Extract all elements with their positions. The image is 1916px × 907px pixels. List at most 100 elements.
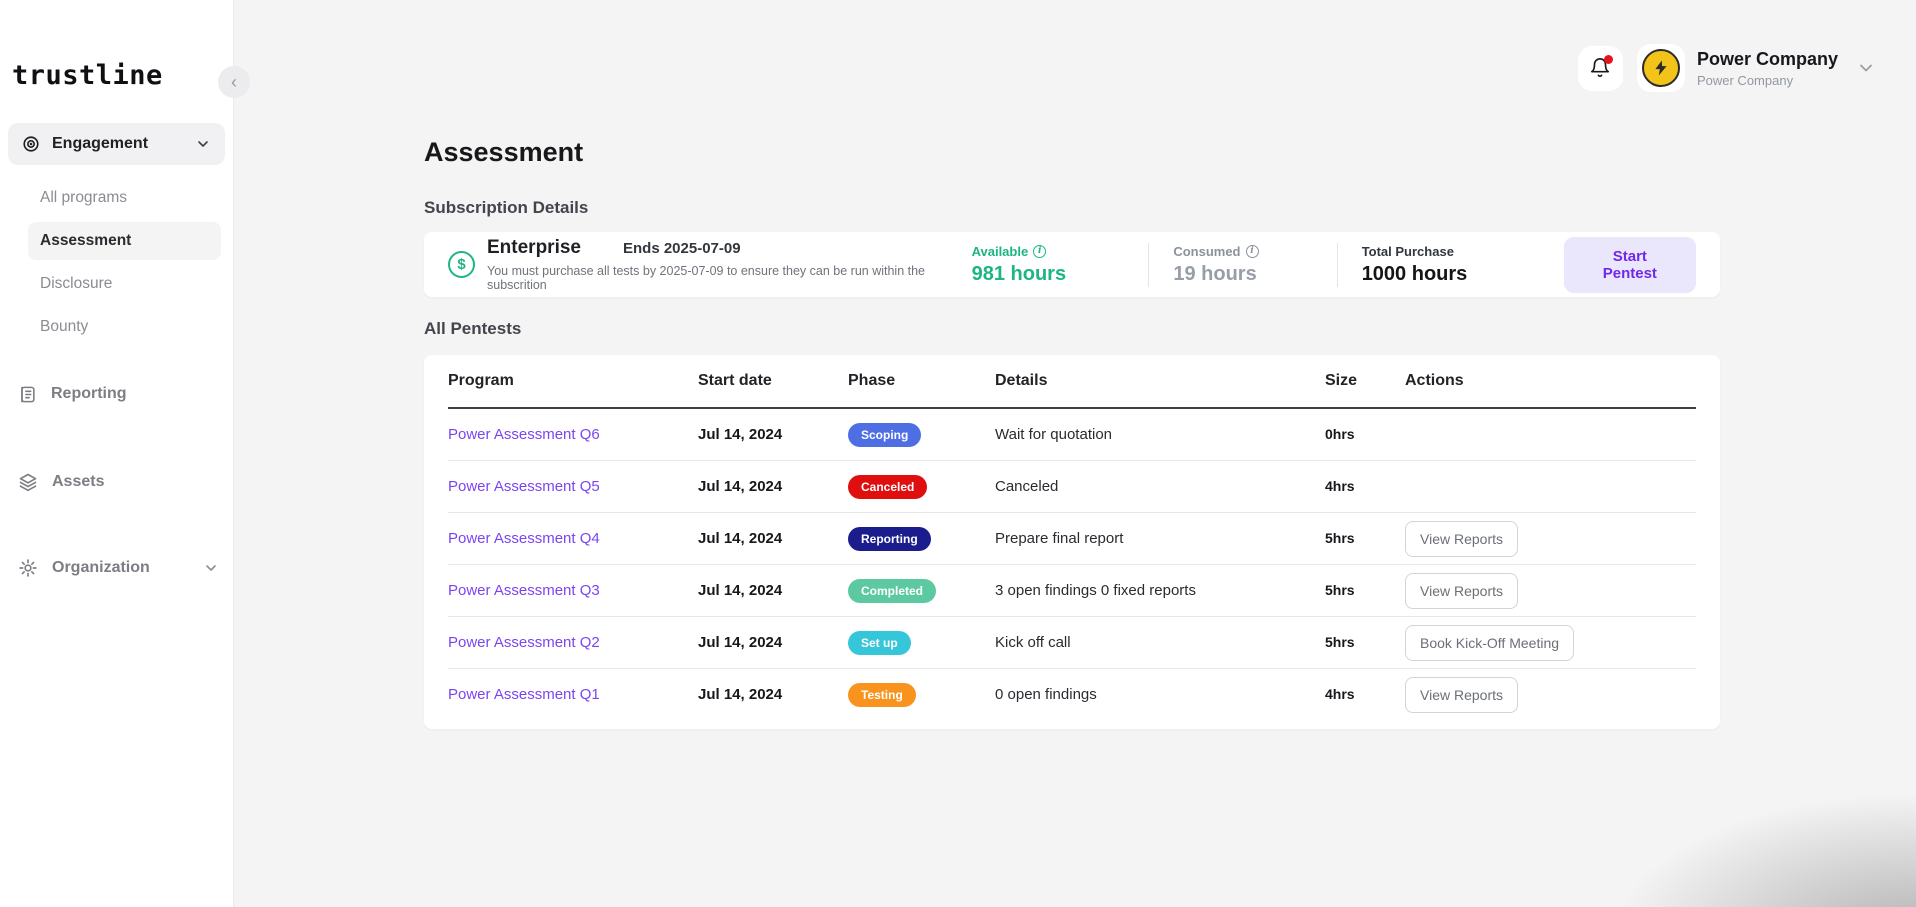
details-text: Kick off call <box>995 633 1071 651</box>
actions-cell: View Reports <box>1405 572 1696 609</box>
details-text: Canceled <box>995 477 1059 495</box>
start-pentest-button[interactable]: Start Pentest <box>1563 236 1697 293</box>
sidebar-item-reporting[interactable]: Reporting <box>0 374 233 414</box>
view-reports-button[interactable]: View Reports <box>1405 572 1519 609</box>
book-kickoff-meeting-button[interactable]: Book Kick-Off Meeting <box>1405 624 1575 661</box>
dollar-circle-icon: $ <box>448 251 475 278</box>
stat-available: Available i 981 hours <box>966 244 1131 286</box>
org-subtitle: Power Company <box>1696 72 1794 88</box>
engagement-subnav: All programs Assessment Disclosure Bount… <box>0 179 233 346</box>
stat-label: Consumed <box>1173 243 1241 259</box>
column-header-program: Program <box>448 372 514 389</box>
size-text: 4hrs <box>1325 477 1355 494</box>
sidebar-item-label: Engagement <box>52 135 149 152</box>
target-icon <box>22 135 40 153</box>
app-logo: trustline <box>12 60 163 91</box>
chevron-down-icon <box>203 560 219 576</box>
chevron-left-icon: ‹ <box>231 72 237 92</box>
phase-badge: Canceled <box>848 474 928 499</box>
phase-badge: Testing <box>848 683 916 707</box>
notifications-button[interactable] <box>1577 45 1623 91</box>
size-text: 5hrs <box>1325 633 1355 650</box>
subscription-section-label: Subscription Details <box>424 198 589 217</box>
subscription-card: $ Enterprise Ends 2025-07-09 You must pu… <box>424 232 1720 297</box>
sidebar-item-organization[interactable]: Organization <box>0 548 233 588</box>
phase-badge: Completed <box>848 578 937 603</box>
column-header-details: Details <box>995 372 1048 389</box>
chevron-down-icon[interactable] <box>1856 58 1876 78</box>
sidebar-item-disclosure[interactable]: Disclosure <box>40 275 113 292</box>
column-header-phase: Phase <box>848 372 896 389</box>
sidebar-item-label: Assets <box>52 473 105 490</box>
table-row: Power Assessment Q1 Jul 14, 2024 Testing… <box>448 669 1696 721</box>
program-link[interactable]: Power Assessment Q6 <box>448 425 600 443</box>
phase-badge: Scoping <box>848 422 922 447</box>
stat-consumed: Consumed i 19 hours <box>1167 244 1318 286</box>
size-text: 4hrs <box>1325 686 1355 702</box>
column-header-start-date: Start date <box>698 372 772 389</box>
details-text: 3 open findings 0 fixed reports <box>995 581 1196 599</box>
size-text: 5hrs <box>1325 581 1355 598</box>
details-text: Prepare final report <box>995 529 1124 547</box>
start-date: Jul 14, 2024 <box>698 529 783 547</box>
column-header-actions: Actions <box>1405 372 1464 389</box>
plan-name: Enterprise <box>487 237 581 258</box>
sidebar-item-assets[interactable]: Assets <box>0 462 233 502</box>
actions-cell: View Reports <box>1405 520 1696 557</box>
org-avatar[interactable] <box>1636 44 1685 92</box>
table-row: Power Assessment Q6 Jul 14, 2024 Scoping… <box>448 409 1696 461</box>
stat-value: 981 hours <box>971 262 1067 285</box>
sidebar-item-bounty[interactable]: Bounty <box>40 318 89 335</box>
page-title: Assessment <box>424 137 584 167</box>
report-icon <box>18 385 37 404</box>
details-text: 0 open findings <box>995 686 1097 703</box>
start-date: Jul 14, 2024 <box>698 633 783 651</box>
phase-badge: Set up <box>848 630 911 655</box>
size-text: 0hrs <box>1325 425 1355 442</box>
stat-label: Total Purchase <box>1361 243 1454 259</box>
start-date: Jul 14, 2024 <box>698 477 783 495</box>
sidebar-item-engagement[interactable]: Engagement <box>8 123 225 165</box>
sidebar-item-assessment[interactable]: Assessment <box>28 222 221 260</box>
program-link[interactable]: Power Assessment Q5 <box>448 477 600 495</box>
header-right: Power Company Power Company <box>1577 44 1876 92</box>
plan-note: You must purchase all tests by 2025-07-0… <box>487 264 926 292</box>
start-date: Jul 14, 2024 <box>698 425 783 443</box>
table-row: Power Assessment Q3 Jul 14, 2024 Complet… <box>448 565 1696 617</box>
view-reports-button[interactable]: View Reports <box>1405 677 1519 713</box>
chat-widget-shadow <box>1476 737 1916 907</box>
table-header-row: Program Start date Phase Details Size Ac… <box>448 355 1696 409</box>
layers-icon <box>18 472 38 492</box>
plan-end-date: Ends 2025-07-09 <box>622 240 741 257</box>
pentests-table: Program Start date Phase Details Size Ac… <box>424 355 1720 729</box>
program-link[interactable]: Power Assessment Q2 <box>448 633 600 651</box>
sidebar-item-all-programs[interactable]: All programs <box>40 189 127 206</box>
gear-icon <box>18 558 38 578</box>
actions-cell: View Reports <box>1405 677 1696 713</box>
view-reports-button[interactable]: View Reports <box>1405 520 1519 557</box>
program-link[interactable]: Power Assessment Q3 <box>448 581 600 599</box>
sidebar-collapse-button[interactable]: ‹ <box>218 66 250 98</box>
info-circle-icon[interactable]: i <box>1245 244 1259 258</box>
sidebar-nav: Engagement All programs Assessment Discl… <box>0 123 233 588</box>
sidebar: trustline Engagement All programs Assess… <box>0 0 234 907</box>
sidebar-item-label: Reporting <box>51 385 127 402</box>
pentests-section-label: All Pentests <box>424 319 522 338</box>
start-date: Jul 14, 2024 <box>698 686 783 703</box>
program-link[interactable]: Power Assessment Q4 <box>448 529 600 547</box>
actions-cell: Book Kick-Off Meeting <box>1405 624 1696 661</box>
lightning-bolt-icon <box>1641 49 1680 87</box>
size-text: 5hrs <box>1325 529 1355 546</box>
org-switcher[interactable]: Power Company Power Company <box>1697 49 1838 88</box>
program-link[interactable]: Power Assessment Q1 <box>448 686 600 703</box>
divider <box>1148 242 1150 287</box>
table-row: Power Assessment Q5 Jul 14, 2024 Cancele… <box>448 461 1696 513</box>
table-row: Power Assessment Q4 Jul 14, 2024 Reporti… <box>448 513 1696 565</box>
main-content: Assessment Subscription Details $ Enterp… <box>424 137 1720 729</box>
info-circle-icon[interactable]: i <box>1033 244 1047 258</box>
details-text: Wait for quotation <box>995 425 1113 443</box>
sidebar-item-label: Organization <box>52 559 150 576</box>
org-name: Power Company <box>1696 48 1838 69</box>
start-date: Jul 14, 2024 <box>698 581 783 599</box>
stat-label: Available <box>971 243 1029 259</box>
